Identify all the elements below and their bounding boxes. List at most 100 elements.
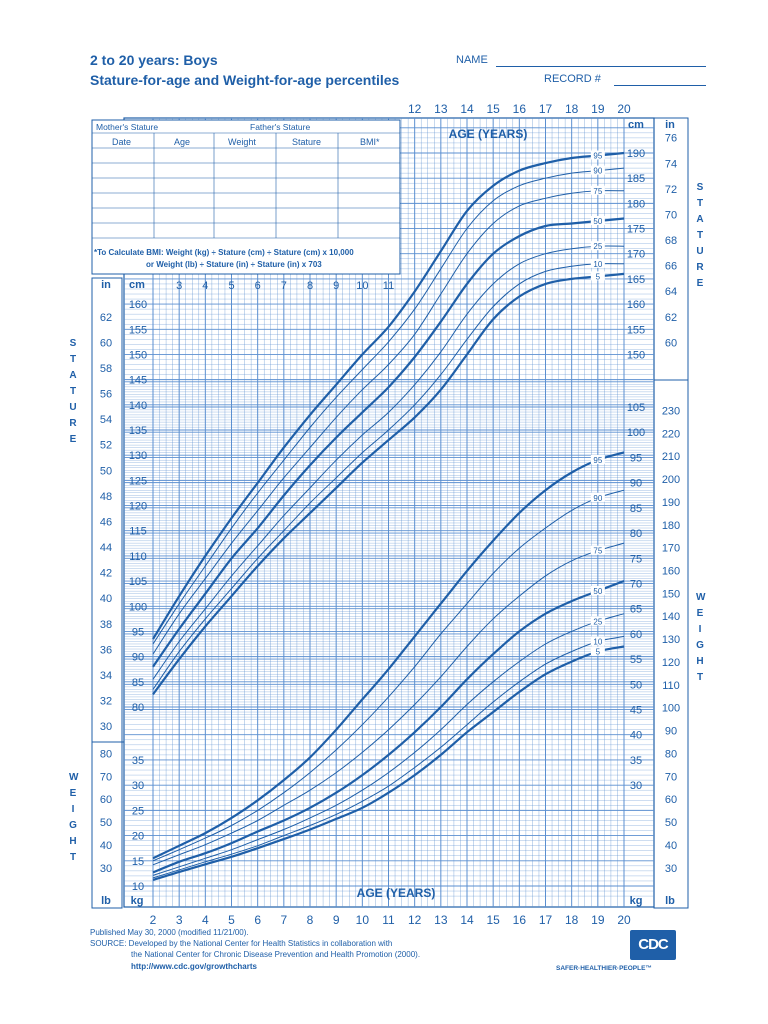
record-table[interactable] xyxy=(91,119,401,275)
stature-label-p90: 90 xyxy=(593,167,602,176)
stature-cm-tick-right: 165 xyxy=(627,274,645,286)
stature-cm-tick-left: 130 xyxy=(129,450,147,462)
age-tick-bottom: 19 xyxy=(591,913,605,927)
footer-source: SOURCE: Developed by the National Center… xyxy=(90,939,393,948)
stature-in-tick-left: 42 xyxy=(100,568,112,580)
weight-kg-tick-right: 45 xyxy=(630,705,642,717)
weight-lb-tick-right: 140 xyxy=(662,611,680,623)
stature-in-tick-left: 48 xyxy=(100,491,112,503)
age-tick-inner: 6 xyxy=(255,280,261,292)
stature-cm-tick-right: 160 xyxy=(627,299,645,311)
weight-label-bg xyxy=(590,492,605,502)
stature-cm-tick-left: 110 xyxy=(129,551,147,563)
age-tick-bottom: 13 xyxy=(434,913,448,927)
age-tick-bottom: 17 xyxy=(539,913,553,927)
col-stature: Stature xyxy=(292,137,322,147)
weight-kg-tick-right: 90 xyxy=(630,478,642,490)
weight-label-p50: 50 xyxy=(593,587,602,596)
weight-lb-tick-right: 230 xyxy=(662,405,680,417)
stature-in-tick-right: 62 xyxy=(665,312,677,324)
weight-kg-tick-right: 40 xyxy=(630,730,642,742)
stature-label-bg xyxy=(590,215,605,225)
weight-lb-tick-right: 70 xyxy=(665,771,677,783)
stature-label-p5: 5 xyxy=(596,272,601,281)
weight-label-bg xyxy=(590,545,605,555)
weight-kg-tick-left: 15 xyxy=(132,856,144,868)
weight-label-p25: 25 xyxy=(593,617,602,626)
age-tick-inner: 11 xyxy=(383,280,394,292)
age-tick-top: 18 xyxy=(565,102,579,116)
weight-kg-tick-right: 35 xyxy=(630,755,642,767)
stature-cm-tick-right: 175 xyxy=(627,224,645,236)
age-tick-bottom: 15 xyxy=(486,913,500,927)
stature-label-bg xyxy=(590,185,605,195)
stature-label-p95: 95 xyxy=(593,152,602,161)
age-tick-bottom: 2 xyxy=(150,913,157,927)
weight-label-right: WEIGHT xyxy=(696,592,706,683)
stature-label-bg xyxy=(590,165,605,175)
stature-in-tick-left: 58 xyxy=(100,363,112,375)
axis-labels: 2 3 4 5 6 7 8 9 10 111212131314141515161617171818… xyxy=(100,102,680,927)
col-weight: Weight xyxy=(228,137,256,147)
weight-lb-tick-right: 110 xyxy=(662,680,680,692)
weight-lb-tick-left: 40 xyxy=(100,840,112,852)
weight-lb-tick-right: 180 xyxy=(662,520,680,532)
unit-in-right: in xyxy=(665,119,675,131)
weight-kg-tick-right: 75 xyxy=(630,553,642,565)
age-tick-top: 14 xyxy=(460,102,474,116)
weight-label-p10: 10 xyxy=(593,637,602,646)
bmi-note-1: *To Calculate BMI: Weight (kg) ÷ Stature… xyxy=(94,248,354,257)
stature-in-tick-left: 40 xyxy=(100,593,112,605)
col-bmi: BMI* xyxy=(360,137,380,147)
name-field[interactable] xyxy=(496,65,706,67)
weight-lb-tick-right: 200 xyxy=(662,474,680,486)
weight-kg-tick-left: 10 xyxy=(132,881,144,893)
stature-in-tick-right: 60 xyxy=(665,337,677,349)
stature-in-tick-left: 52 xyxy=(100,440,112,452)
weight-lb-tick-right: 190 xyxy=(662,497,680,509)
weight-label-p75: 75 xyxy=(593,547,602,556)
weight-kg-tick-left: 35 xyxy=(132,755,144,767)
stature-in-tick-left: 30 xyxy=(100,721,112,733)
age-tick-top: 15 xyxy=(486,102,500,116)
record-label: RECORD # xyxy=(544,73,601,85)
weight-label-left: WEIGHT xyxy=(69,772,79,863)
col-age: Age xyxy=(174,137,191,147)
weight-kg-tick-right: 50 xyxy=(630,679,642,691)
weight-kg-tick-right: 85 xyxy=(630,503,642,515)
stature-in-tick-right: 66 xyxy=(665,261,677,273)
stature-in-tick-right: 72 xyxy=(665,184,677,196)
weight-lb-tick-right: 30 xyxy=(665,863,677,875)
age-tick-bottom: 10 xyxy=(356,913,370,927)
weight-lb-tick-right: 100 xyxy=(662,703,680,715)
age-tick-inner: 5 xyxy=(228,280,234,292)
weight-curve-p25 xyxy=(152,613,625,876)
age-tick-top: 17 xyxy=(539,102,553,116)
age-tick-bottom: 16 xyxy=(513,913,527,927)
stature-in-tick-left: 34 xyxy=(100,670,112,682)
weight-kg-tick-right: 80 xyxy=(630,528,642,540)
weight-kg-tick-right: 100 xyxy=(627,427,645,439)
weight-lb-tick-right: 210 xyxy=(662,451,680,463)
age-tick-top: 19 xyxy=(591,102,605,116)
chart-subtitle: Stature-for-age and Weight-for-age perce… xyxy=(90,72,400,88)
stature-cm-tick-right: 180 xyxy=(627,198,645,210)
bmi-note-2: or Weight (lb) ÷ Stature (in) ÷ Stature … xyxy=(146,260,322,269)
stature-in-tick-left: 36 xyxy=(100,644,112,656)
unit-kg-right: kg xyxy=(630,895,643,907)
stature-cm-tick-left: 95 xyxy=(132,626,144,638)
col-date: Date xyxy=(112,137,132,147)
stature-cm-tick-right: 150 xyxy=(627,349,645,361)
stature-curve-p75 xyxy=(152,190,625,655)
mothers-stature-label: Mother's Stature xyxy=(96,122,159,132)
stature-cm-tick-left: 90 xyxy=(132,652,144,664)
record-field[interactable] xyxy=(614,84,706,86)
weight-kg-tick-left: 30 xyxy=(132,780,144,792)
stature-curve-p5 xyxy=(152,272,625,696)
cdc-logo: CDC xyxy=(630,930,676,960)
stature-cm-tick-left: 140 xyxy=(129,400,147,412)
age-tick-bottom: 6 xyxy=(254,913,261,927)
age-tick-inner: 3 xyxy=(176,280,182,292)
footer-url[interactable]: http://www.cdc.gov/growthcharts xyxy=(131,962,257,971)
